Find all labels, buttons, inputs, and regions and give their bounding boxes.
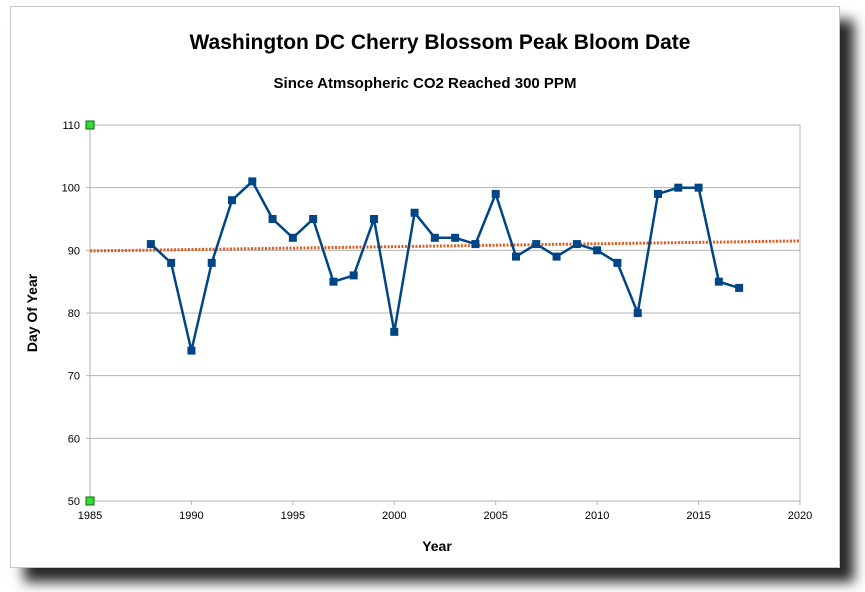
grid-layer [85,120,801,506]
data-point [248,177,257,186]
data-point [694,183,703,192]
tick-labels: 50 60 70 80 90 100 110 1985 1990 1995 2000 2005 2010… [62,120,813,522]
chart-title: Washington DC Cherry Blossom Peak Bloom … [190,31,691,54]
chart-frame: Washington DC Cherry Blossom Peak Bloom … [10,6,840,568]
series-line [150,180,740,352]
data-point [552,252,561,261]
data-point [633,309,642,317]
data-point [471,240,480,249]
y-tick-label: 70 [68,371,80,383]
data-point [735,283,744,292]
x-tick-label: 2000 [382,510,406,522]
data-point [167,258,176,267]
data-point [572,240,581,249]
x-tick-label: 1995 [281,510,305,522]
y-tick-label: 110 [62,120,80,132]
data-point [349,271,358,280]
y-tick-label: 60 [68,433,80,445]
data-point [187,346,196,355]
data-point [146,240,155,249]
data-point [410,208,419,217]
data-point [309,215,318,223]
y-tick-label: 80 [68,308,80,320]
data-point [390,327,399,336]
y-tick-label: 100 [62,183,80,195]
x-tick-label: 2005 [483,510,507,522]
data-point [593,246,602,255]
data-point [268,215,277,223]
x-axis-title: Year [422,538,452,554]
data-point [674,183,683,192]
y-tick-label: 90 [68,245,80,257]
data-point [370,215,378,223]
series-layer [146,177,744,355]
data-point [613,258,622,267]
x-tick-label: 1990 [179,510,203,522]
trendline-layer [89,239,801,253]
data-point [714,277,723,286]
x-tick-label: 1985 [78,510,102,522]
data-point [654,189,662,198]
trendline [89,239,801,253]
data-point [430,233,439,242]
y-axis-title: Day Of Year [24,273,40,352]
axis-handle-marker [85,120,95,130]
data-point [451,233,460,242]
data-point [532,240,541,249]
data-point [512,252,520,261]
x-tick-label: 2010 [585,510,609,522]
x-tick-label: 2020 [788,510,812,522]
data-point [288,233,297,242]
x-tick-label: 2015 [686,510,710,522]
data-point [228,196,236,205]
data-point [491,189,500,198]
axis-handle-marker [85,496,95,506]
y-tick-label: 50 [68,496,80,508]
chart: Washington DC Cherry Blossom Peak Bloom … [24,31,813,554]
data-point [207,258,216,267]
data-point [329,277,338,286]
chart-subtitle: Since Atmsopheric CO2 Reached 300 PPM [274,75,577,92]
